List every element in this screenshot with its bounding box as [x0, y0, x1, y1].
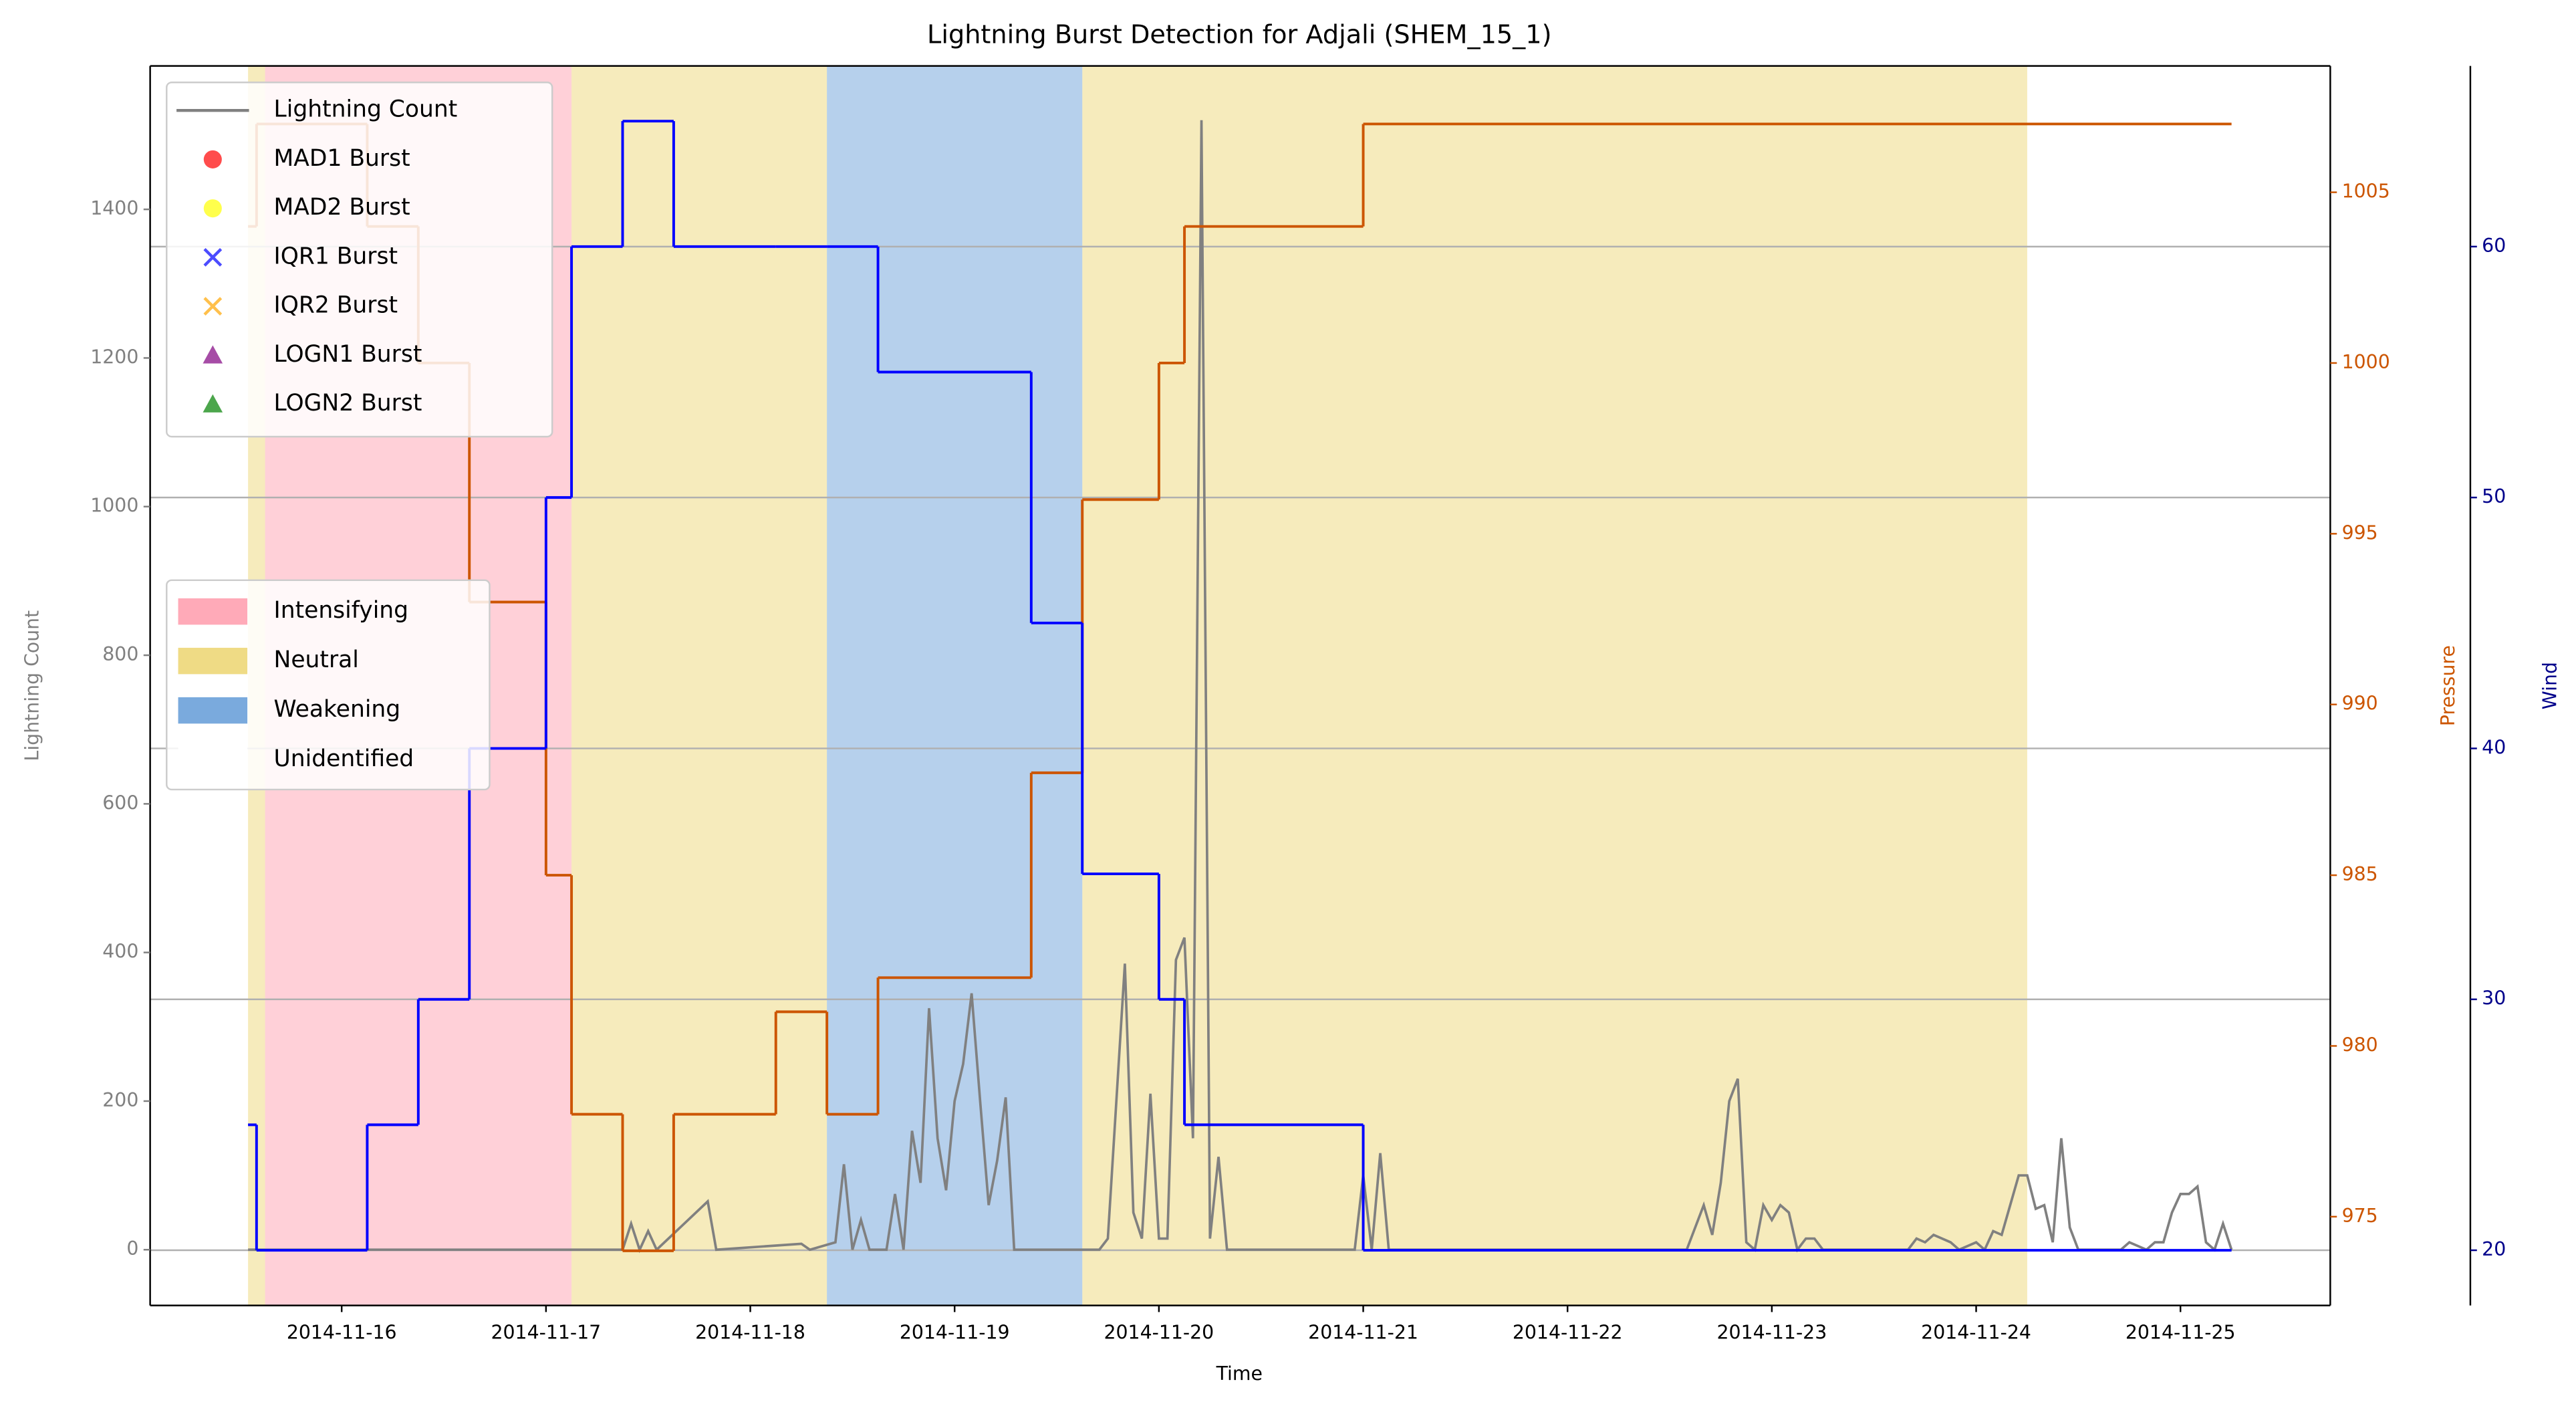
legend-label: Lightning Count [274, 96, 458, 123]
yticks-label: 800 [102, 643, 138, 665]
legend-label: IQR1 Burst [274, 243, 398, 269]
legend-marker [203, 150, 222, 168]
x-tick-label: 2014-11-18 [695, 1322, 805, 1344]
legends: Lightning Count MAD1 Burst MAD2 Burst IQR1 … [166, 82, 553, 791]
legend-label: Weakening [274, 696, 401, 723]
x-tick-label: 2014-11-20 [1104, 1322, 1214, 1344]
phase-span [827, 66, 1083, 1306]
legend-box [166, 579, 491, 791]
legend-patch [178, 697, 248, 724]
x-tick-label: 2014-11-23 [1717, 1322, 1827, 1344]
chart-title: Lightning Burst Detection for Adjali (SH… [927, 21, 1551, 50]
yticks-label: 400 [102, 941, 138, 963]
axes: 2014-11-16 2014-11-17 2014-11-18 2014-11-19… [21, 65, 2561, 1344]
legend-label: LOGN1 Burst [274, 341, 422, 368]
x-tick-label: 2014-11-22 [1513, 1322, 1623, 1344]
legend-patch [178, 598, 248, 625]
y3-axis-label: Wind [2539, 662, 2561, 709]
plot-lines [248, 120, 2233, 1254]
legend-label: Intensifying [274, 597, 409, 624]
yticks-label: 200 [102, 1089, 138, 1111]
x-axis-label: Time [1216, 1363, 1263, 1385]
x-tick-label: 2014-11-16 [287, 1322, 397, 1344]
legend-label: IQR2 Burst [274, 292, 398, 319]
y2ticks-label: 975 [2342, 1205, 2378, 1227]
legend-label: Neutral [274, 647, 359, 673]
legend-patch [178, 647, 248, 675]
y3ticks-label: 60 [2482, 235, 2506, 257]
phase-span [1082, 66, 2027, 1306]
x-tick-label: 2014-11-25 [2126, 1322, 2236, 1344]
y2ticks-label: 990 [2342, 693, 2378, 715]
legend-label: MAD2 Burst [274, 194, 410, 221]
phase-span [571, 66, 827, 1306]
y2ticks-label: 995 [2342, 521, 2378, 544]
yticks-label: 0 [126, 1238, 138, 1260]
y3ticks-label: 20 [2482, 1238, 2506, 1260]
legend-marker [203, 199, 222, 218]
y3ticks-label: 50 [2482, 485, 2506, 507]
y3ticks-label: 40 [2482, 736, 2506, 758]
x-tick-label: 2014-11-17 [491, 1322, 601, 1344]
y-axis-label: Lightning Count [21, 610, 43, 761]
x-tick-label: 2014-11-21 [1308, 1322, 1418, 1344]
yticks-label: 600 [102, 792, 138, 814]
y2-axis-label: Pressure [2437, 645, 2459, 726]
y2ticks-label: 1000 [2342, 351, 2390, 373]
legend-label: MAD1 Burst [274, 145, 410, 172]
legend-patch [178, 746, 248, 774]
y2ticks-label: 1005 [2342, 181, 2390, 203]
x-tick-label: 2014-11-19 [900, 1322, 1010, 1344]
yticks-label: 1000 [90, 495, 138, 517]
y3ticks-label: 30 [2482, 987, 2506, 1010]
y2ticks-label: 980 [2342, 1034, 2378, 1056]
legend-marker [203, 297, 223, 316]
x-tick-label: 2014-11-24 [1921, 1322, 2031, 1344]
legend-label: LOGN2 Burst [274, 390, 422, 417]
legend-marker [203, 394, 223, 413]
legend-marker [203, 247, 223, 267]
legend-label: Unidentified [274, 745, 414, 772]
yticks-label: 1400 [90, 197, 138, 219]
legend-marker [203, 345, 223, 364]
legend-box [166, 82, 553, 438]
y2ticks-label: 985 [2342, 863, 2378, 885]
yticks-label: 1200 [90, 346, 138, 368]
